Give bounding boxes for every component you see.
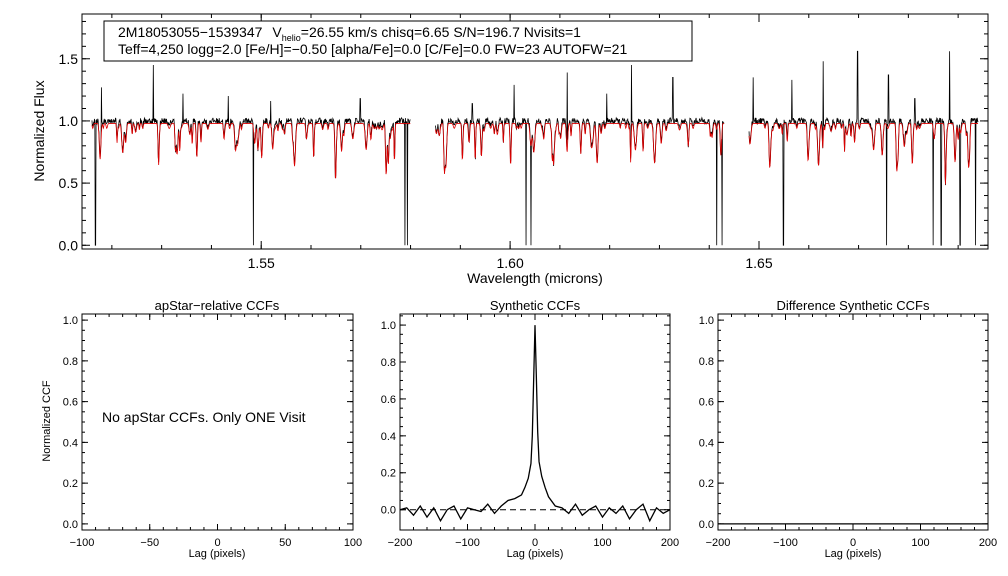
apstar-ccf-title: apStar−relative CCFs (155, 298, 280, 313)
y-tick-label: 0.0 (699, 519, 714, 531)
x-tick-label: 100 (593, 537, 611, 549)
synthetic-model-line (91, 123, 411, 179)
y-tick-label: 0.6 (381, 394, 396, 406)
apstar-ccf-ticks: −100 −50 0 50 100 0.0 0.2 0.4 0.6 0.8 1.0 (63, 314, 362, 549)
y-tick-label: 0.0 (381, 505, 396, 517)
synthetic-ccf-line (399, 325, 671, 523)
synthetic-ccf-panel: −200 −100 0 100 200 0.0 0.2 0.4 0.6 0.8 1.0 Synthe… (381, 298, 679, 560)
difference-ccf-x-axis-label: Lag (pixels) (825, 548, 882, 560)
x-tick-label: 1.55 (248, 255, 275, 271)
x-tick-label: 1.60 (496, 255, 523, 271)
annotation-line-2: Teff=4,250 logg=2.0 [Fe/H]=−0.50 [alpha/… (118, 41, 627, 57)
apstar-ccf-x-axis-label: Lag (pixels) (189, 548, 246, 560)
y-tick-label: 1.0 (63, 315, 78, 327)
y-tick-label: 0.2 (381, 468, 396, 480)
y-tick-label: 0.0 (59, 237, 79, 253)
x-tick-label: −200 (706, 537, 731, 549)
y-tick-label: 0.5 (59, 175, 79, 191)
x-tick-label: 50 (279, 537, 291, 549)
x-tick-label: 0 (850, 537, 856, 549)
x-tick-label: 100 (911, 537, 929, 549)
no-apstar-message: No apStar CCFs. Only ONE Visit (102, 409, 306, 425)
observed-spectrum-line (91, 64, 411, 246)
synthetic-ccf-series (399, 325, 671, 523)
y-tick-label: 0.4 (63, 437, 78, 449)
apstar-ccf-panel: −100 −50 0 50 100 0.0 0.2 0.4 0.6 0.8 1.0 apStar−r… (41, 298, 362, 560)
synthetic-ccf-x-axis-label: Lag (pixels) (507, 548, 564, 560)
x-tick-label: −100 (455, 537, 480, 549)
apstar-ccf-y-axis-label: Normalized CCF (41, 380, 53, 462)
annotation-line-1-rest: =26.55 km/s chisq=6.65 S/N=196.7 Nvisits… (301, 24, 581, 40)
annotation-star-id: 2M18053055−1539347 (118, 24, 263, 40)
spectrum-series (91, 50, 979, 246)
difference-ccf-plot-frame (717, 313, 989, 531)
annotation-box (103, 20, 693, 62)
x-tick-label: −100 (773, 537, 798, 549)
annotation-v-symbol: V (272, 24, 282, 40)
y-tick-label: 0.4 (699, 437, 714, 449)
observed-spectrum-line (435, 64, 725, 246)
x-tick-label: 100 (344, 537, 362, 549)
synthetic-model-line (435, 122, 725, 174)
x-tick-label: 0 (214, 537, 220, 549)
synthetic-ccf-title: Synthetic CCFs (490, 298, 581, 313)
difference-ccf-panel: −200 −100 0 100 200 0.0 0.2 0.4 0.6 0.8 1.0 Differ… (699, 298, 997, 560)
synthetic-ccf-ticks: −200 −100 0 100 200 0.0 0.2 0.4 0.6 0.8 1.0 (381, 314, 679, 549)
x-tick-label: −50 (140, 537, 159, 549)
y-tick-label: 1.0 (699, 315, 714, 327)
difference-ccf-title: Difference Synthetic CCFs (777, 298, 930, 313)
y-tick-label: 0.8 (381, 357, 396, 369)
synthetic-model-line (748, 123, 979, 185)
y-tick-label: 1.0 (381, 320, 396, 332)
x-tick-label: 0 (532, 537, 538, 549)
y-tick-label: 0.4 (381, 431, 396, 443)
y-tick-label: 0.6 (63, 397, 78, 409)
y-tick-label: 0.8 (63, 356, 78, 368)
spectrum-x-axis-label: Wavelength (microns) (467, 270, 603, 286)
y-tick-label: 0.0 (63, 519, 78, 531)
x-tick-label: 200 (979, 537, 997, 549)
spectrum-ticks: 1.55 1.60 1.65 0.0 0.5 1.0 1.5 (59, 14, 988, 271)
y-tick-label: 0.8 (699, 356, 714, 368)
y-tick-label: 1.5 (59, 51, 79, 67)
y-tick-label: 0.6 (699, 397, 714, 409)
spectrum-y-axis-label: Normalized Flux (31, 80, 47, 181)
y-tick-label: 0.2 (699, 478, 714, 490)
x-tick-label: −200 (388, 537, 413, 549)
x-tick-label: 1.65 (745, 255, 772, 271)
y-tick-label: 0.2 (63, 478, 78, 490)
spectrum-plot-frame (81, 13, 989, 250)
annotation-v-subscript: helio (282, 33, 301, 43)
spectrum-panel: 1.55 1.60 1.65 0.0 0.5 1.0 1.5 Wavelength (mic… (31, 13, 989, 286)
x-tick-label: −100 (70, 537, 95, 549)
y-tick-label: 1.0 (59, 113, 79, 129)
observed-spectrum-line (748, 50, 979, 246)
difference-ccf-ticks: −200 −100 0 100 200 0.0 0.2 0.4 0.6 0.8 1.0 (699, 314, 997, 549)
x-tick-label: 200 (661, 537, 679, 549)
annotation-line-1: 2M18053055−1539347 Vhelio=26.55 km/s chis… (118, 24, 581, 43)
